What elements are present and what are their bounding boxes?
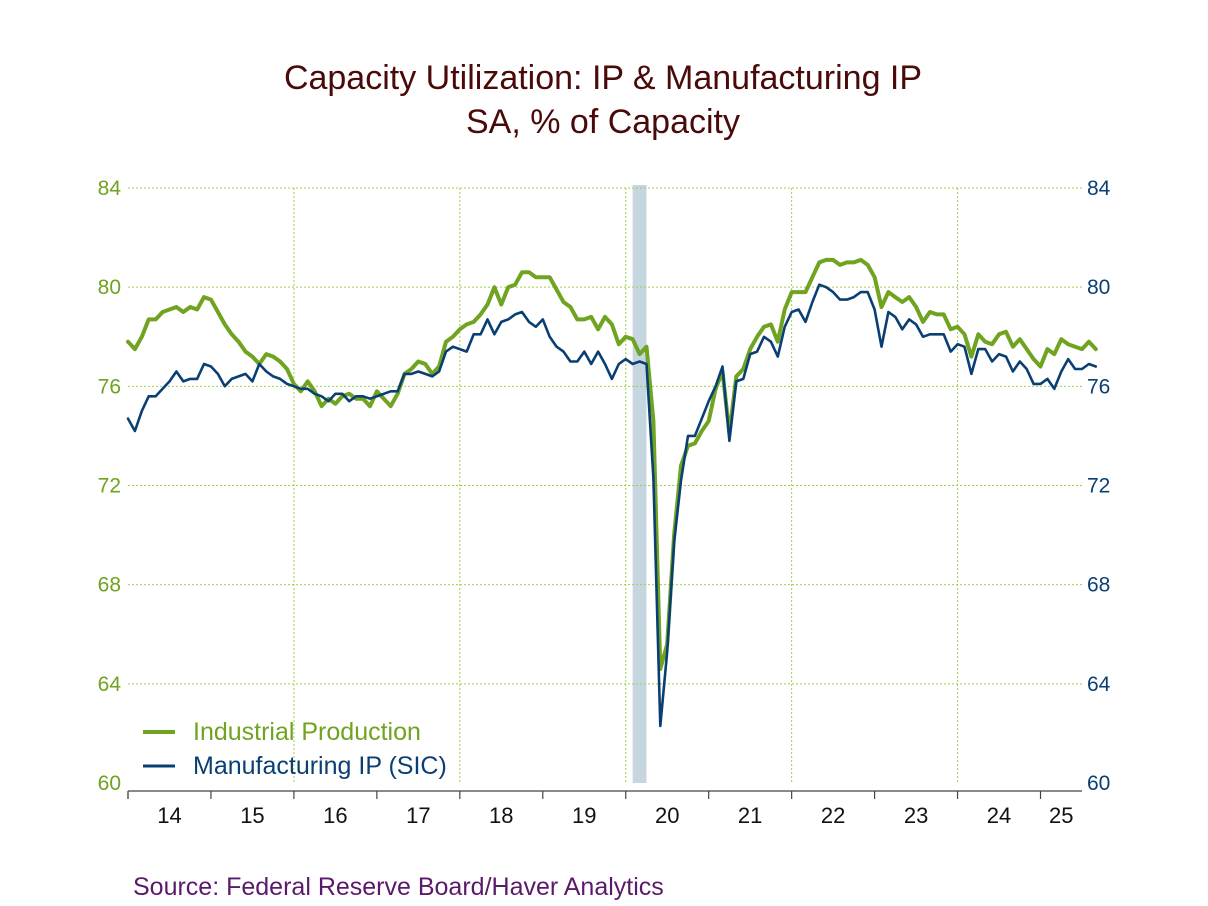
ytick-right-76: 76 xyxy=(1087,375,1110,398)
ytick-left-64: 64 xyxy=(98,673,122,696)
ytick-left-84: 84 xyxy=(98,177,122,200)
series-line-industrial-production xyxy=(126,257,1098,671)
chart-title: Capacity Utilization: IP & Manufacturing… xyxy=(284,59,922,97)
ytick-right-72: 72 xyxy=(1087,475,1110,498)
gridlines xyxy=(128,187,1082,783)
ytick-left-68: 68 xyxy=(98,574,121,597)
xtick-label-15: 15 xyxy=(240,803,264,828)
xtick-label-20: 20 xyxy=(655,803,679,828)
legend: Industrial Production Manufacturing IP (… xyxy=(143,718,447,780)
ytick-left-80: 80 xyxy=(98,276,121,299)
legend-label-industrial-production: Industrial Production xyxy=(193,718,421,746)
series-line-manufacturing-ip xyxy=(126,283,1098,728)
xtick-label-19: 19 xyxy=(572,803,596,828)
recession-shading xyxy=(632,185,647,783)
xtick-label-24: 24 xyxy=(987,803,1011,828)
chart-subtitle: SA, % of Capacity xyxy=(466,103,740,141)
xtick-label-16: 16 xyxy=(323,803,347,828)
ytick-right-84: 84 xyxy=(1087,177,1111,200)
xtick-label-18: 18 xyxy=(489,803,513,828)
ytick-right-64: 64 xyxy=(1087,673,1111,696)
xtick-label-21: 21 xyxy=(738,803,762,828)
xtick-label-22: 22 xyxy=(821,803,845,828)
xtick-label-14: 14 xyxy=(157,803,181,828)
recession-band xyxy=(632,185,647,783)
ytick-left-60: 60 xyxy=(98,772,121,795)
ytick-right-80: 80 xyxy=(1087,276,1110,299)
xtick-label-25: 25 xyxy=(1049,803,1073,828)
xtick-label-23: 23 xyxy=(904,803,928,828)
xtick-label-17: 17 xyxy=(406,803,430,828)
source-note: Source: Federal Reserve Board/Haver Anal… xyxy=(133,873,664,901)
legend-label-manufacturing-ip: Manufacturing IP (SIC) xyxy=(193,752,447,780)
ytick-left-72: 72 xyxy=(98,475,121,498)
ytick-right-60: 60 xyxy=(1087,772,1110,795)
series-lines xyxy=(126,257,1098,728)
axes: 60 60 64 64 68 68 72 72 76 76 80 80 84 84 14 15 16 17 18 19… xyxy=(98,177,1111,828)
ytick-left-76: 76 xyxy=(98,375,121,398)
ytick-right-68: 68 xyxy=(1087,574,1110,597)
